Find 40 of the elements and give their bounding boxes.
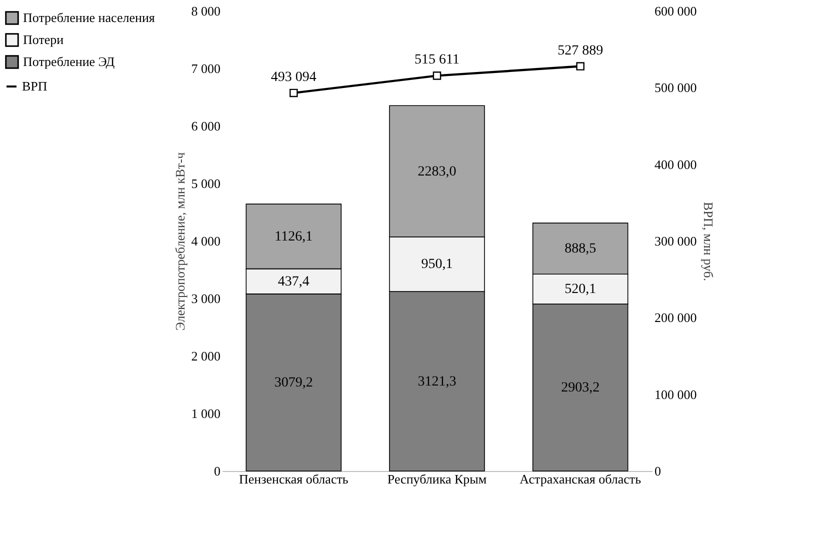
y-tick-label: 2 000 [191,348,220,364]
data-label: 950,1 [421,257,453,272]
y2-tick-label: 600 000 [654,4,697,18]
y-tick-label: 6 000 [191,118,220,134]
data-label: 515 611 [414,52,460,68]
data-label: 2283,0 [418,164,456,180]
y2-tick-label: 200 000 [654,310,697,326]
y-tick-label: 5 000 [191,176,220,191]
legend-label: ВРП [22,78,48,94]
y-axis-title: Электропотребление, млн кВт-ч [172,152,188,331]
point [576,62,584,70]
data-label: 1126,1 [274,229,313,244]
point [432,72,442,80]
y-tick-label: 1 000 [191,406,220,421]
data-label: 3121,3 [418,374,456,390]
y2-tick-label: 500 000 [654,80,697,96]
y-tick-label: 0 [214,464,220,478]
y2-tick-label: 0 [654,464,661,478]
data-label: 520,1 [564,282,596,298]
y-tick-label: 4 000 [191,234,220,248]
x-tick-label: Пензенская область [239,472,348,486]
y-tick-label: 3 000 [191,291,220,306]
data-label: 888,5 [564,242,596,257]
data-label: 3079,2 [274,375,313,390]
point [290,88,298,98]
y2-axis-title: ВРП, млн руб. [700,202,716,282]
data-label: 527 889 [558,43,604,58]
legend-label: Потребление населения [23,10,155,25]
legend-label: Потери [23,32,64,47]
data-label: 2903,2 [561,380,600,396]
legend-label: Потребление ЭД [23,54,115,69]
x-tick-label: Астраханская область [520,472,642,486]
data-label: 437,4 [278,274,310,290]
y2-tick-label: 100 000 [654,386,697,402]
data-label: 493 094 [270,70,316,85]
y-tick-label: 7 000 [191,61,220,76]
y2-tick-label: 400 000 [654,156,697,172]
x-tick-label: Республика Крым [387,472,487,486]
y-tick-label: 8 000 [191,4,220,18]
y2-tick-label: 300 000 [654,234,697,248]
